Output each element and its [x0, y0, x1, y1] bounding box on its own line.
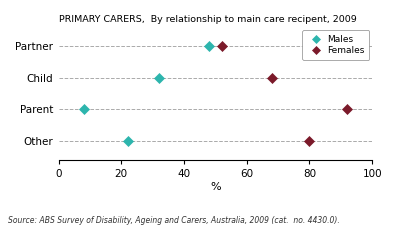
X-axis label: %: %	[210, 182, 221, 192]
Text: PRIMARY CARERS,  By relationship to main care recipent, 2009: PRIMARY CARERS, By relationship to main …	[58, 15, 356, 24]
Legend: Males, Females: Males, Females	[302, 30, 370, 60]
Text: Source: ABS Survey of Disability, Ageing and Carers, Australia, 2009 (cat.  no. : Source: ABS Survey of Disability, Ageing…	[8, 216, 340, 225]
